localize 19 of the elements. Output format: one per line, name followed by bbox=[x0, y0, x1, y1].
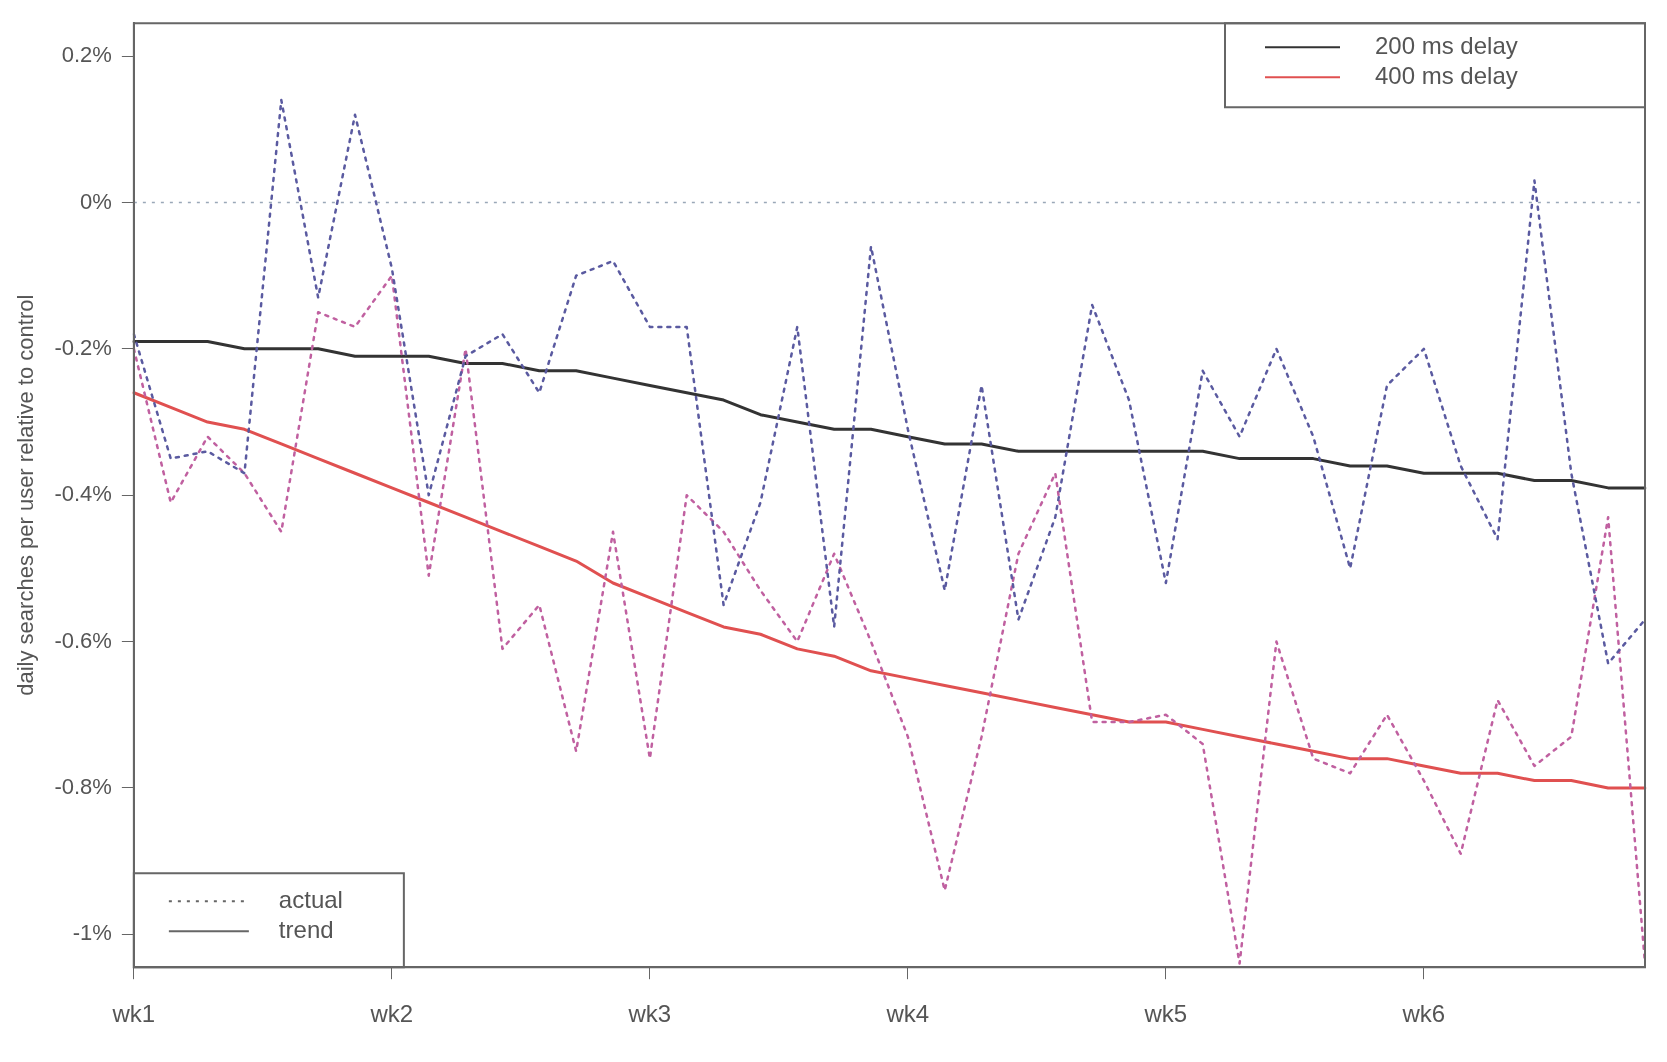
y-tick-label: 0% bbox=[80, 188, 112, 214]
x-tick-label: wk5 bbox=[1143, 1000, 1188, 1028]
y-tick-label: 0.2% bbox=[61, 42, 112, 68]
y-axis-title: daily searches per user relative to control bbox=[13, 294, 39, 696]
x-tick-label: wk6 bbox=[1401, 1000, 1446, 1028]
y-tick-label: -0.8% bbox=[54, 773, 112, 799]
annotation: actual bbox=[278, 885, 343, 913]
y-tick-label: -0.4% bbox=[54, 481, 112, 507]
x-tick-label: wk4 bbox=[885, 1000, 930, 1028]
y-tick-label: -0.2% bbox=[54, 334, 112, 360]
annotation: trend bbox=[278, 915, 334, 943]
line-series bbox=[132, 98, 1647, 665]
y-tick-label: -1% bbox=[72, 920, 112, 946]
x-tick-label: wk2 bbox=[369, 1000, 414, 1028]
legend-label: 200 ms delay bbox=[1375, 31, 1518, 59]
x-tick-label: wk1 bbox=[111, 1000, 156, 1028]
y-tick-label: -0.6% bbox=[54, 627, 112, 653]
legend-label: 400 ms delay bbox=[1375, 61, 1518, 89]
x-tick-label: wk3 bbox=[627, 1000, 672, 1028]
